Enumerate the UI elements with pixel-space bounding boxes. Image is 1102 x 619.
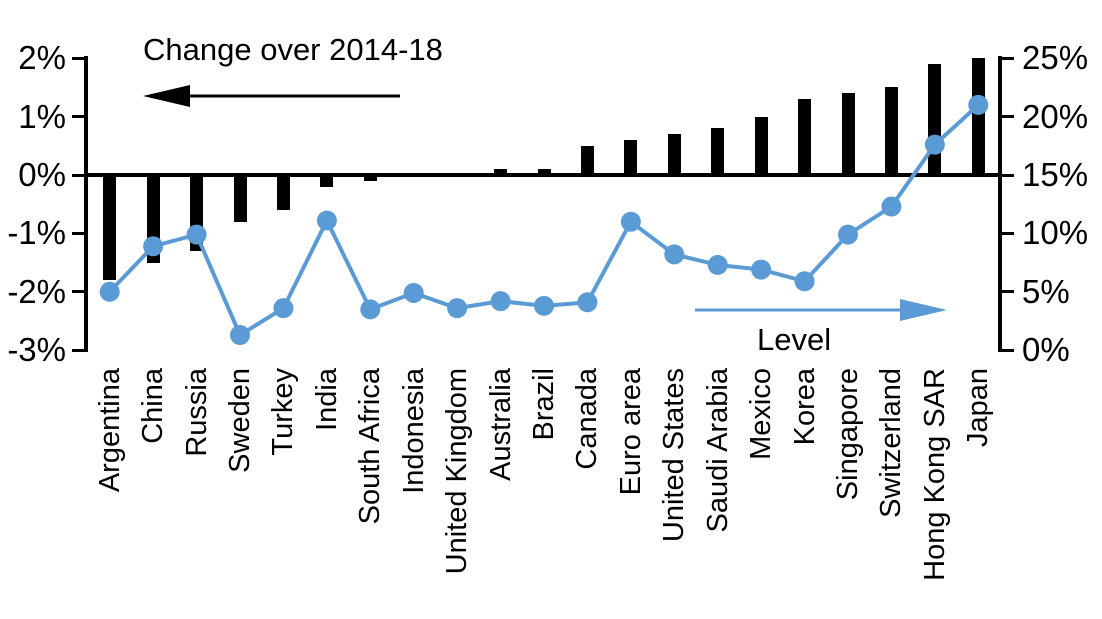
- x-axis-label-hong-kong-sar: Hong Kong SAR: [918, 368, 951, 581]
- level-marker-turkey: [273, 298, 294, 319]
- right-axis-tick-label: 0%: [1022, 331, 1070, 369]
- x-axis-label-korea: Korea: [788, 368, 821, 446]
- right-axis-tick: [1002, 290, 1014, 294]
- left-axis-tick-label: -1%: [7, 214, 66, 252]
- bar-argentina: [103, 175, 117, 281]
- level-marker-sweden: [230, 325, 250, 346]
- zero-baseline: [84, 173, 1002, 177]
- left-axis-tick: [72, 56, 84, 60]
- x-axis-label-switzerland: Switzerland: [875, 368, 908, 518]
- right-axis-tick-label: 20%: [1022, 97, 1089, 135]
- x-axis-label-saudi-arabia: Saudi Arabia: [701, 368, 734, 533]
- x-axis-label-sweden: Sweden: [224, 368, 256, 473]
- bar-saudi-arabia: [711, 128, 725, 175]
- bar-canada: [580, 145, 594, 175]
- level-marker-euro-area: [620, 211, 641, 232]
- x-axis-label-argentina: Argentina: [93, 368, 126, 493]
- right-axis-tick: [1002, 348, 1014, 352]
- level-marker-indonesia: [403, 282, 424, 303]
- level-marker-switzerland: [881, 196, 902, 217]
- x-axis-label-brazil: Brazil: [528, 368, 560, 441]
- level-marker-canada: [577, 292, 598, 313]
- bar-china: [146, 175, 160, 263]
- x-axis-label-turkey: Turkey: [267, 368, 300, 456]
- left-arrow-icon: [143, 85, 400, 107]
- level-marker-saudi-arabia: [707, 254, 728, 275]
- bar-hong-kong-sar: [928, 64, 942, 175]
- bar-turkey: [276, 175, 290, 211]
- bar-russia: [190, 175, 204, 251]
- left-axis-tick-label: 1%: [18, 97, 66, 135]
- bar-mexico: [754, 116, 768, 175]
- x-axis-label-china: China: [137, 368, 170, 444]
- x-axis-label-australia: Australia: [484, 368, 517, 481]
- right-axis-tick: [1002, 115, 1014, 119]
- x-axis-label-india: India: [310, 368, 343, 431]
- left-axis-tick: [72, 348, 84, 352]
- bar-switzerland: [884, 87, 898, 175]
- left-axis-tick-label: 0%: [18, 156, 66, 193]
- x-axis-label-united-states: United States: [658, 368, 691, 543]
- x-axis-label-euro-area: Euro area: [614, 368, 647, 496]
- bar-euro-area: [624, 139, 638, 175]
- level-marker-united-kingdom: [447, 298, 468, 319]
- right-axis-tick-label: 10%: [1022, 214, 1089, 252]
- left-axis-tick: [72, 173, 84, 177]
- x-axis-label-singapore: Singapore: [832, 368, 864, 501]
- x-axis-label-mexico: Mexico: [745, 368, 778, 460]
- level-marker-korea: [794, 271, 815, 292]
- level-marker-united-states: [664, 244, 685, 265]
- right-axis-tick: [1002, 173, 1014, 177]
- level-marker-brazil: [534, 295, 554, 316]
- right-arrow-icon: [695, 299, 947, 321]
- x-axis-label-united-kingdom: United Kingdom: [441, 368, 474, 575]
- x-axis-label-japan: Japan: [962, 368, 995, 448]
- bar-japan: [971, 58, 985, 175]
- bar-sweden: [233, 175, 247, 222]
- level-marker-india: [316, 210, 337, 231]
- right-axis-tick-label: 25%: [1022, 39, 1089, 77]
- left-axis-tick-label: 2%: [18, 39, 66, 77]
- right-axis-spine: [998, 56, 1002, 352]
- level-marker-argentina: [99, 281, 120, 302]
- right-axis-tick-label: 5%: [1022, 272, 1070, 310]
- x-axis-label-south-africa: South Africa: [354, 368, 387, 525]
- right-axis-tick-label: 15%: [1022, 156, 1089, 193]
- bar-united-states: [667, 134, 681, 175]
- x-axis-label-russia: Russia: [180, 368, 213, 457]
- left-axis-tick: [72, 231, 84, 235]
- level-marker-australia: [490, 291, 511, 312]
- bar-singapore: [841, 93, 855, 175]
- right-axis-tick: [1002, 231, 1014, 235]
- annotation-level: Level: [757, 322, 832, 357]
- right-axis-tick: [1002, 56, 1014, 60]
- annotation-change-over-2014-18: Change over 2014-18: [143, 32, 443, 67]
- left-axis-tick-label: -3%: [7, 331, 66, 369]
- left-axis-tick-label: -2%: [7, 272, 66, 310]
- x-axis-label-indonesia: Indonesia: [397, 368, 430, 494]
- left-axis-tick: [72, 290, 84, 294]
- x-axis-label-canada: Canada: [571, 368, 604, 470]
- level-marker-south-africa: [360, 299, 381, 320]
- level-marker-singapore: [838, 224, 858, 245]
- left-axis-spine: [84, 56, 88, 352]
- level-marker-mexico: [751, 259, 772, 280]
- left-axis-tick: [72, 115, 84, 119]
- bar-korea: [798, 99, 812, 175]
